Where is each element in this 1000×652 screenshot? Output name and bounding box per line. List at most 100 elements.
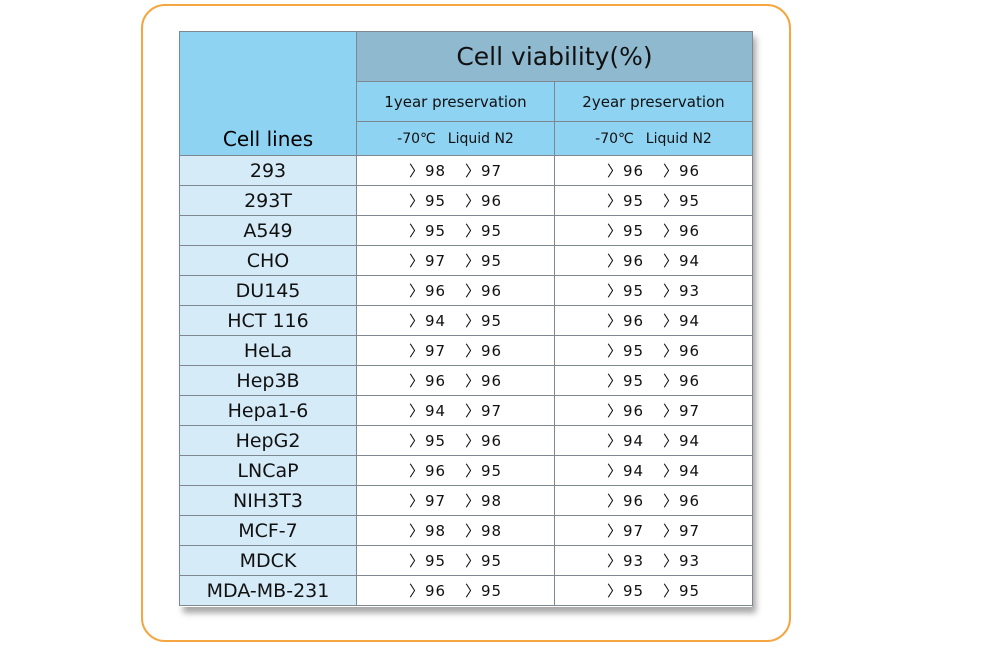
viability-liquid-n2-value: 〉96 bbox=[464, 192, 503, 210]
viability-minus70-value: 〉97 bbox=[408, 492, 447, 510]
viability-liquid-n2-value: 〉97 bbox=[464, 402, 503, 420]
viability-1year-cell: 〉96 〉95 bbox=[356, 455, 555, 486]
table-row: DU145 〉96 〉96 〉95 〉93 bbox=[179, 275, 753, 306]
table-row: Hepa1-6 〉94 〉97 〉96 〉97 bbox=[179, 395, 753, 426]
viability-liquid-n2-value: 〉97 bbox=[662, 522, 701, 540]
viability-minus70-value: 〉94 bbox=[606, 432, 645, 450]
viability-2year-cell: 〉96 〉94 bbox=[554, 305, 753, 336]
table-row: MDCK 〉95 〉95 〉93 〉93 bbox=[179, 545, 753, 576]
viability-liquid-n2-value: 〉95 bbox=[464, 462, 503, 480]
viability-liquid-n2-value: 〉96 bbox=[662, 492, 701, 510]
viability-2year-cell: 〉97 〉97 bbox=[554, 515, 753, 546]
viability-liquid-n2-value: 〉95 bbox=[464, 252, 503, 270]
viability-minus70-value: 〉97 bbox=[606, 522, 645, 540]
viability-liquid-n2-value: 〉95 bbox=[464, 582, 503, 600]
condition-header-2year: -70℃ Liquid N2 bbox=[554, 121, 753, 156]
viability-minus70-value: 〉96 bbox=[606, 492, 645, 510]
viability-liquid-n2-value: 〉96 bbox=[464, 342, 503, 360]
viability-minus70-value: 〉96 bbox=[606, 402, 645, 420]
cell-lines-header: Cell lines bbox=[179, 31, 357, 156]
cell-viability-table: Cell lines Cell viability(%) 1year prese… bbox=[179, 31, 753, 606]
viability-minus70-value: 〉95 bbox=[408, 432, 447, 450]
viability-minus70-value: 〉96 bbox=[606, 312, 645, 330]
viability-2year-cell: 〉93 〉93 bbox=[554, 545, 753, 576]
viability-2year-cell: 〉96 〉96 bbox=[554, 485, 753, 516]
viability-minus70-value: 〉97 bbox=[408, 252, 447, 270]
group-header-1year: 1year preservation bbox=[356, 81, 555, 122]
viability-2year-cell: 〉95 〉95 bbox=[554, 575, 753, 606]
viability-liquid-n2-value: 〉95 bbox=[464, 552, 503, 570]
table-row: 293T 〉95 〉96 〉95 〉95 bbox=[179, 185, 753, 216]
viability-minus70-value: 〉95 bbox=[606, 342, 645, 360]
cell-line-name: MCF-7 bbox=[179, 515, 357, 546]
viability-minus70-value: 〉93 bbox=[606, 552, 645, 570]
viability-minus70-value: 〉98 bbox=[408, 162, 447, 180]
table-row: MCF-7 〉98 〉98 〉97 〉97 bbox=[179, 515, 753, 546]
group-header-2year: 2year preservation bbox=[554, 81, 753, 122]
table-row: 293 〉98 〉97 〉96 〉96 bbox=[179, 155, 753, 186]
viability-minus70-value: 〉95 bbox=[408, 222, 447, 240]
viability-liquid-n2-value: 〉95 bbox=[464, 312, 503, 330]
table-row: MDA-MB-231 〉96 〉95 〉95 〉95 bbox=[179, 575, 753, 606]
viability-liquid-n2-value: 〉95 bbox=[662, 582, 701, 600]
viability-minus70-value: 〉95 bbox=[606, 192, 645, 210]
viability-1year-cell: 〉94 〉97 bbox=[356, 395, 555, 426]
viability-minus70-value: 〉97 bbox=[408, 342, 447, 360]
viability-2year-cell: 〉94 〉94 bbox=[554, 455, 753, 486]
table-row: HeLa 〉97 〉96 〉95 〉96 bbox=[179, 335, 753, 366]
viability-minus70-value: 〉95 bbox=[606, 372, 645, 390]
viability-2year-cell: 〉95 〉93 bbox=[554, 275, 753, 306]
viability-2year-cell: 〉95 〉96 bbox=[554, 335, 753, 366]
cell-line-name: MDA-MB-231 bbox=[179, 575, 357, 606]
condition-minus70: -70℃ bbox=[397, 130, 436, 147]
viability-liquid-n2-value: 〉95 bbox=[464, 222, 503, 240]
viability-minus70-value: 〉96 bbox=[606, 162, 645, 180]
viability-minus70-value: 〉98 bbox=[408, 522, 447, 540]
cell-line-name: HepG2 bbox=[179, 425, 357, 456]
table-row: NIH3T3 〉97 〉98 〉96 〉96 bbox=[179, 485, 753, 516]
viability-1year-cell: 〉95 〉95 bbox=[356, 545, 555, 576]
viability-1year-cell: 〉96 〉96 bbox=[356, 275, 555, 306]
viability-liquid-n2-value: 〉97 bbox=[662, 402, 701, 420]
cell-line-name: NIH3T3 bbox=[179, 485, 357, 516]
viability-2year-cell: 〉96 〉96 bbox=[554, 155, 753, 186]
viability-1year-cell: 〉95 〉95 bbox=[356, 215, 555, 246]
viability-liquid-n2-value: 〉96 bbox=[662, 372, 701, 390]
cell-line-name: DU145 bbox=[179, 275, 357, 306]
viability-1year-cell: 〉97 〉98 bbox=[356, 485, 555, 516]
cell-line-name: Hep3B bbox=[179, 365, 357, 396]
viability-1year-cell: 〉96 〉95 bbox=[356, 575, 555, 606]
viability-minus70-value: 〉96 bbox=[408, 372, 447, 390]
viability-2year-cell: 〉95 〉96 bbox=[554, 215, 753, 246]
condition-liquid-n2: Liquid N2 bbox=[447, 130, 514, 147]
cell-viability-table-container: Cell lines Cell viability(%) 1year prese… bbox=[179, 31, 753, 607]
viability-liquid-n2-value: 〉96 bbox=[662, 222, 701, 240]
viability-1year-cell: 〉94 〉95 bbox=[356, 305, 555, 336]
table-row: A549 〉95 〉95 〉95 〉96 bbox=[179, 215, 753, 246]
viability-2year-cell: 〉95 〉96 bbox=[554, 365, 753, 396]
viability-liquid-n2-value: 〉96 bbox=[662, 342, 701, 360]
viability-1year-cell: 〉98 〉98 bbox=[356, 515, 555, 546]
viability-minus70-value: 〉95 bbox=[408, 192, 447, 210]
viability-minus70-value: 〉94 bbox=[606, 462, 645, 480]
viability-liquid-n2-value: 〉94 bbox=[662, 462, 701, 480]
viability-2year-cell: 〉96 〉94 bbox=[554, 245, 753, 276]
viability-liquid-n2-value: 〉93 bbox=[662, 282, 701, 300]
viability-liquid-n2-value: 〉93 bbox=[662, 552, 701, 570]
cell-line-name: HCT 116 bbox=[179, 305, 357, 336]
viability-minus70-value: 〉96 bbox=[606, 252, 645, 270]
viability-minus70-value: 〉95 bbox=[606, 282, 645, 300]
viability-1year-cell: 〉97 〉95 bbox=[356, 245, 555, 276]
table-row: HepG2 〉95 〉96 〉94 〉94 bbox=[179, 425, 753, 456]
viability-1year-cell: 〉95 〉96 bbox=[356, 425, 555, 456]
viability-liquid-n2-value: 〉96 bbox=[464, 282, 503, 300]
viability-liquid-n2-value: 〉96 bbox=[662, 162, 701, 180]
viability-minus70-value: 〉96 bbox=[408, 462, 447, 480]
viability-2year-cell: 〉95 〉95 bbox=[554, 185, 753, 216]
viability-2year-cell: 〉94 〉94 bbox=[554, 425, 753, 456]
cell-line-name: 293T bbox=[179, 185, 357, 216]
viability-liquid-n2-value: 〉94 bbox=[662, 312, 701, 330]
viability-liquid-n2-value: 〉96 bbox=[464, 372, 503, 390]
viability-liquid-n2-value: 〉94 bbox=[662, 432, 701, 450]
viability-1year-cell: 〉97 〉96 bbox=[356, 335, 555, 366]
